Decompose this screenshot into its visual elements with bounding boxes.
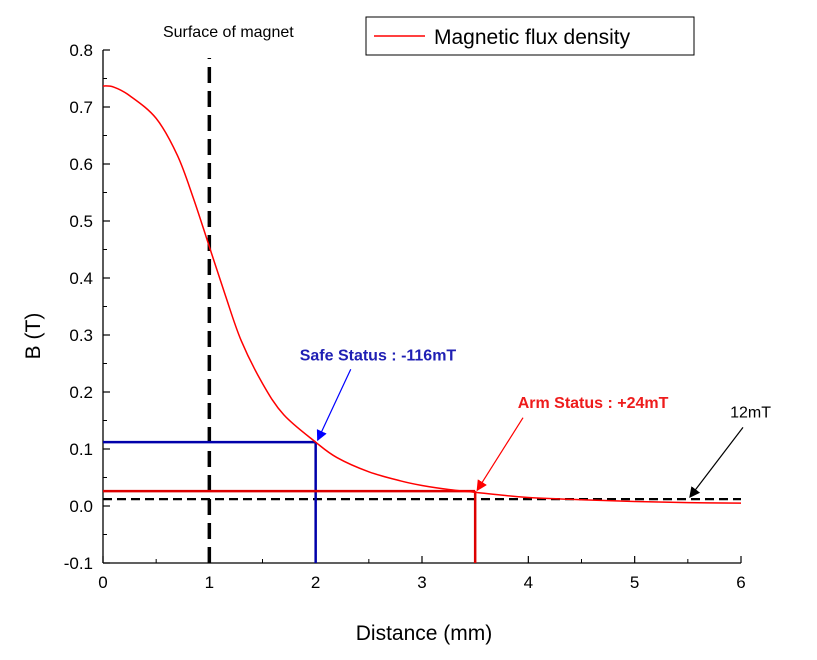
- x-tick-label: 1: [205, 573, 214, 592]
- x-tick-label: 0: [98, 573, 107, 592]
- safe-status-arrow: [316, 368, 352, 442]
- y-tick-label: 0.6: [69, 155, 93, 174]
- arm-status-label: Arm Status : +24mT: [518, 395, 669, 412]
- annotations: Surface of magnet Safe Status : -116mT Arm…: [163, 24, 771, 499]
- x-tick-label: 4: [524, 573, 533, 592]
- y-tick-label: 0.2: [69, 383, 93, 402]
- x-axis-title: Distance (mm): [356, 622, 493, 645]
- y-tick-label: 0.3: [69, 326, 93, 345]
- y-tick-label: 0.1: [69, 440, 93, 459]
- reference-lines: [103, 58, 741, 563]
- safe-status-label: Safe Status : -116mT: [300, 348, 457, 365]
- legend: Magnetic flux density: [365, 16, 695, 56]
- y-tick-label: 0.0: [69, 497, 93, 516]
- y-tick-label: 0.8: [69, 41, 93, 60]
- x-tick-label: 5: [630, 573, 639, 592]
- series-lines: [102, 85, 742, 504]
- threshold-arrow: [689, 426, 744, 499]
- y-axis-title: B (T): [22, 313, 45, 360]
- axes: 0 1 2 3 4 5 6 -0.1 0.0 0.1 0.2 0.3 0.4 0.5 0.6 0.7 0.8: [64, 41, 746, 592]
- y-tick-label: -0.1: [64, 554, 93, 573]
- surface-label: Surface of magnet: [163, 24, 294, 41]
- threshold-label: 12mT: [730, 405, 771, 422]
- flux-density-line: [102, 85, 742, 504]
- legend-label: Magnetic flux density: [434, 26, 631, 49]
- arm-status-arrow: [476, 417, 524, 492]
- x-tick-label: 3: [417, 573, 426, 592]
- y-tick-label: 0.7: [69, 98, 93, 117]
- x-tick-label: 2: [311, 573, 320, 592]
- y-tick-label: 0.4: [69, 269, 93, 288]
- x-tick-label: 6: [736, 573, 745, 592]
- y-tick-label: 0.5: [69, 212, 93, 231]
